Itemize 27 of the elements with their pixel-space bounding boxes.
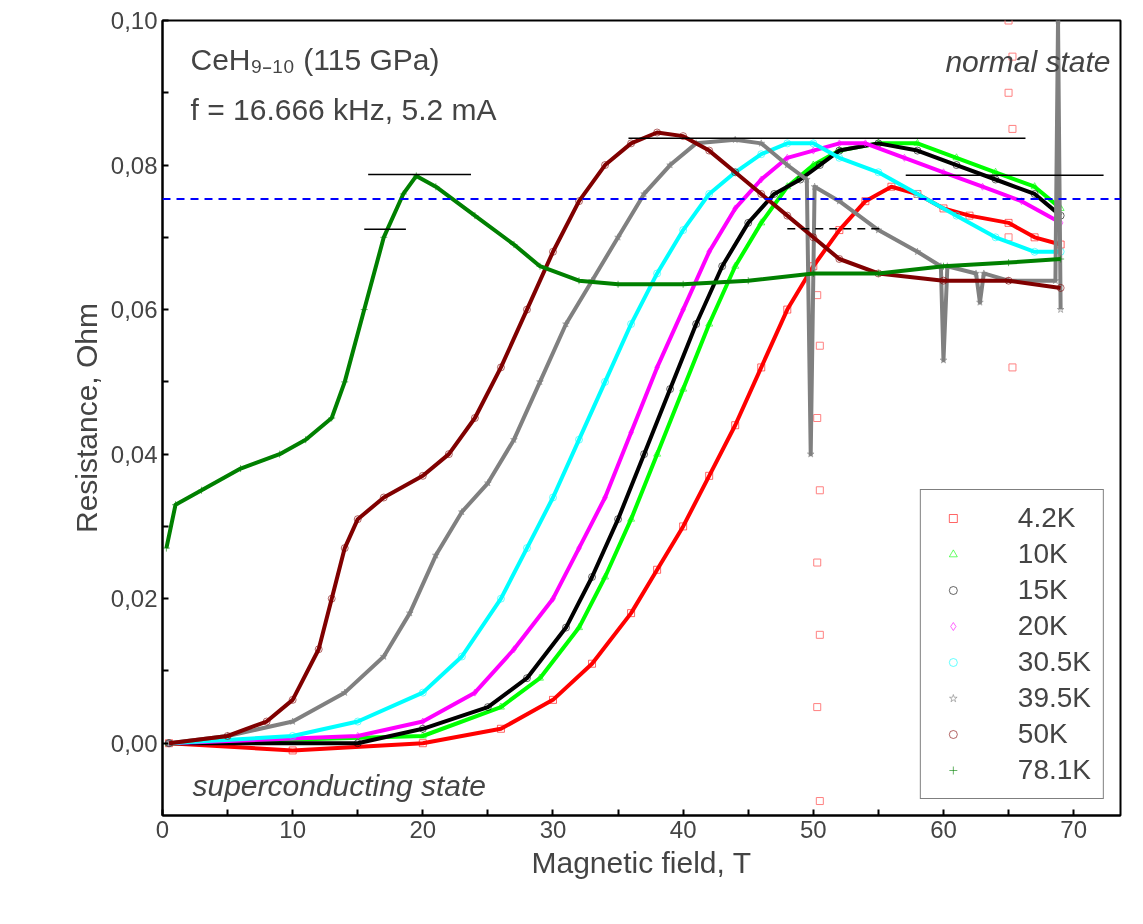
- legend-label: 50K: [1017, 718, 1068, 750]
- x-tick-label: 50: [799, 815, 827, 843]
- legend-label: 20K: [1017, 610, 1068, 642]
- y-tick-label: 0,10: [110, 7, 158, 34]
- x-tick-label: 40: [669, 815, 697, 843]
- annotation: superconducting state: [192, 768, 487, 802]
- x-tick-label: 0: [155, 815, 170, 843]
- y-tick-label: 0,08: [110, 151, 158, 179]
- legend-label: 15K: [1017, 574, 1068, 606]
- y-tick-label: 0,04: [110, 440, 158, 468]
- x-tick-label: 10: [279, 815, 307, 843]
- x-tick-label: 60: [930, 815, 957, 843]
- legend-label: 30.5K: [1017, 646, 1091, 678]
- annotation: f = 16.666 kHz, 5.2 mA: [190, 92, 497, 126]
- legend-label: 78.1K: [1017, 754, 1091, 786]
- y-tick-label: 0,02: [110, 585, 158, 613]
- y-tick-label: 0,06: [110, 296, 158, 324]
- x-tick-label: 70: [1060, 815, 1087, 843]
- y-axis-title: Resistance, Ohm: [69, 302, 103, 534]
- legend-label: 4.2K: [1017, 502, 1076, 534]
- x-tick-label: 30: [539, 815, 567, 843]
- legend-label: 10K: [1017, 538, 1068, 570]
- y-tick-label: 0,00: [110, 729, 158, 757]
- annotation: CeH₉₋₁₀ (115 GPa): [190, 42, 440, 76]
- legend-label: 39.5K: [1017, 682, 1091, 714]
- x-tick-label: 20: [409, 815, 437, 843]
- x-axis-title: Magnetic field, T: [531, 845, 752, 879]
